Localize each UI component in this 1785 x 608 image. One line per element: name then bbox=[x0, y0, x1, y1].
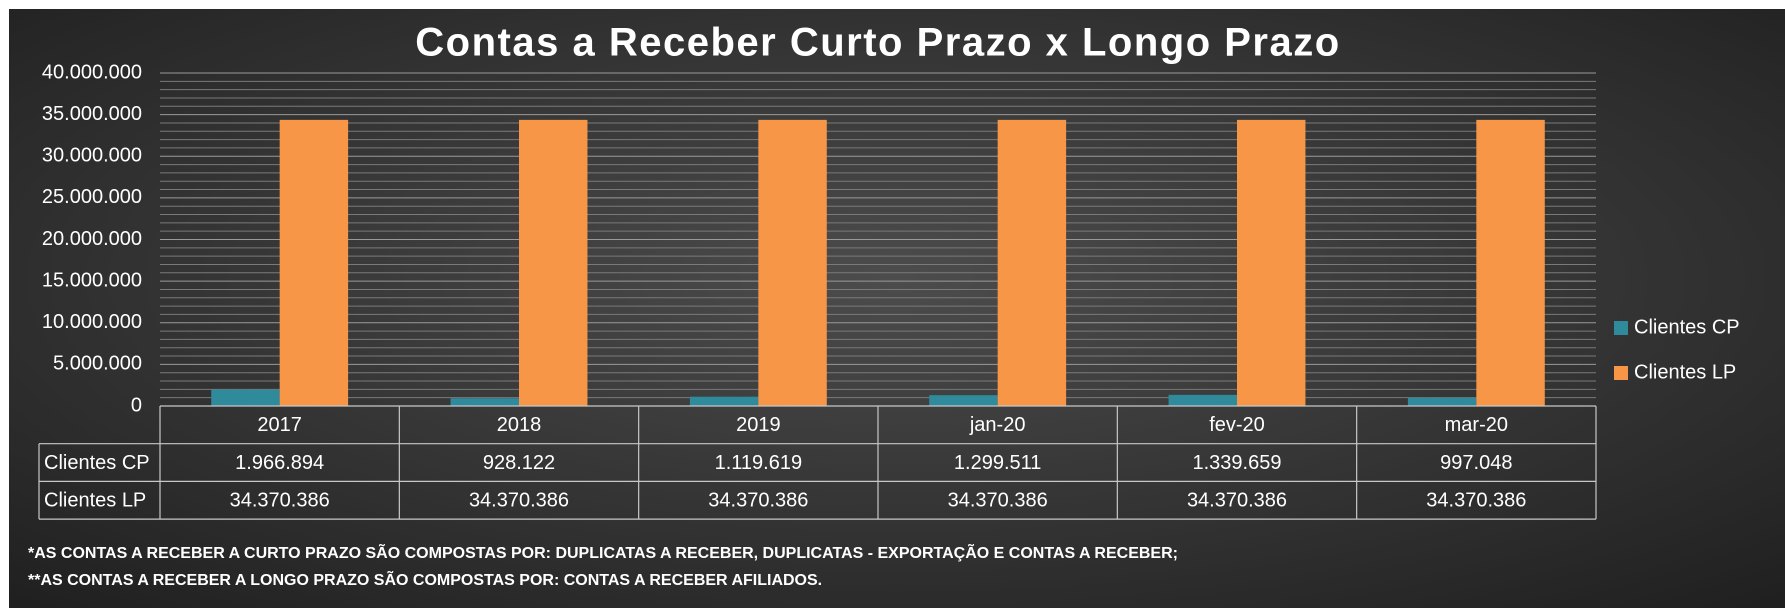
table-cell: 34.370.386 bbox=[230, 490, 330, 512]
bar bbox=[1407, 397, 1477, 406]
bar bbox=[689, 396, 759, 406]
x-tick-label: mar-20 bbox=[1445, 414, 1508, 436]
table-cell: 1.119.619 bbox=[715, 452, 803, 474]
legend-label: Clientes CP bbox=[1634, 316, 1740, 338]
table-cell: 34.370.386 bbox=[708, 490, 808, 512]
y-tick-label: 0 bbox=[131, 394, 142, 416]
bar bbox=[1476, 119, 1545, 406]
bar bbox=[929, 395, 998, 406]
y-tick-label: 15.000.000 bbox=[42, 269, 142, 291]
x-tick-label: 2019 bbox=[736, 414, 781, 436]
row-label: Clientes CP bbox=[44, 452, 150, 474]
legend-label: Clientes LP bbox=[1634, 361, 1736, 383]
y-tick-label: 30.000.000 bbox=[42, 145, 142, 167]
footnote: **AS CONTAS A RECEBER A LONGO PRAZO SÃO … bbox=[28, 569, 822, 589]
bar bbox=[211, 389, 280, 406]
table-cell: 1.966.894 bbox=[235, 452, 324, 474]
bar bbox=[1168, 394, 1237, 406]
table-cell: 34.370.386 bbox=[1187, 490, 1287, 512]
legend-swatch bbox=[1614, 366, 1628, 380]
table-cell: 928.122 bbox=[483, 452, 555, 474]
y-tick-label: 35.000.000 bbox=[42, 103, 142, 125]
y-tick-label: 40.000.000 bbox=[42, 61, 142, 83]
footnote: *AS CONTAS A RECEBER A CURTO PRAZO SÃO C… bbox=[28, 542, 1178, 562]
bar bbox=[997, 119, 1067, 406]
y-tick-label: 5.000.000 bbox=[53, 353, 142, 375]
chart-title: Contas a Receber Curto Prazo x Longo Pra… bbox=[415, 21, 1340, 65]
row-label: Clientes LP bbox=[44, 490, 146, 512]
bar bbox=[279, 119, 349, 406]
legend-swatch bbox=[1614, 321, 1628, 335]
x-tick-label: 2017 bbox=[257, 414, 302, 436]
y-tick-label: 25.000.000 bbox=[42, 186, 142, 208]
table-cell: 34.370.386 bbox=[469, 490, 569, 512]
x-tick-label: jan-20 bbox=[969, 414, 1026, 436]
bar bbox=[519, 119, 588, 406]
table-cell: 34.370.386 bbox=[948, 490, 1048, 512]
bar bbox=[1237, 119, 1306, 406]
table-cell: 1.299.511 bbox=[954, 452, 1042, 474]
x-tick-label: 2018 bbox=[497, 414, 542, 436]
x-tick-label: fev-20 bbox=[1209, 414, 1265, 436]
y-tick-label: 20.000.000 bbox=[42, 228, 142, 250]
table-cell: 34.370.386 bbox=[1426, 490, 1526, 512]
y-tick-label: 10.000.000 bbox=[42, 311, 142, 333]
bar bbox=[450, 398, 519, 406]
table-cell: 1.339.659 bbox=[1193, 452, 1282, 474]
bar bbox=[758, 119, 827, 406]
table-cell: 997.048 bbox=[1440, 452, 1512, 474]
